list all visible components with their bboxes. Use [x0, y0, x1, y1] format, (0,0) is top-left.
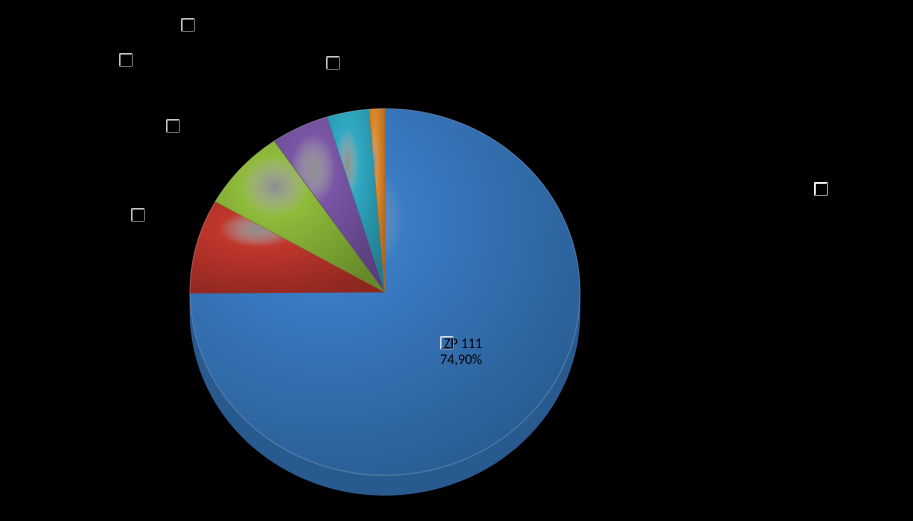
legend: [814, 182, 828, 346]
legend-swatch-4: [814, 302, 828, 316]
leader-marker-0: [181, 18, 195, 32]
leader-marker-4: [131, 208, 145, 222]
slice-callout: ZP 111 74,90%: [440, 336, 482, 368]
legend-swatch-3: [814, 272, 828, 286]
legend-swatch-2: [814, 242, 828, 256]
pie-chart: [0, 0, 913, 521]
leader-marker-3: [166, 119, 180, 133]
legend-swatch-1: [814, 212, 828, 226]
leader-marker-2: [326, 56, 340, 70]
callout-line2: 74,90%: [440, 351, 482, 368]
leader-marker-1: [119, 53, 133, 67]
chart-stage: { "chart": { "type": "pie", "background_…: [0, 0, 913, 521]
legend-swatch-5: [814, 332, 828, 346]
